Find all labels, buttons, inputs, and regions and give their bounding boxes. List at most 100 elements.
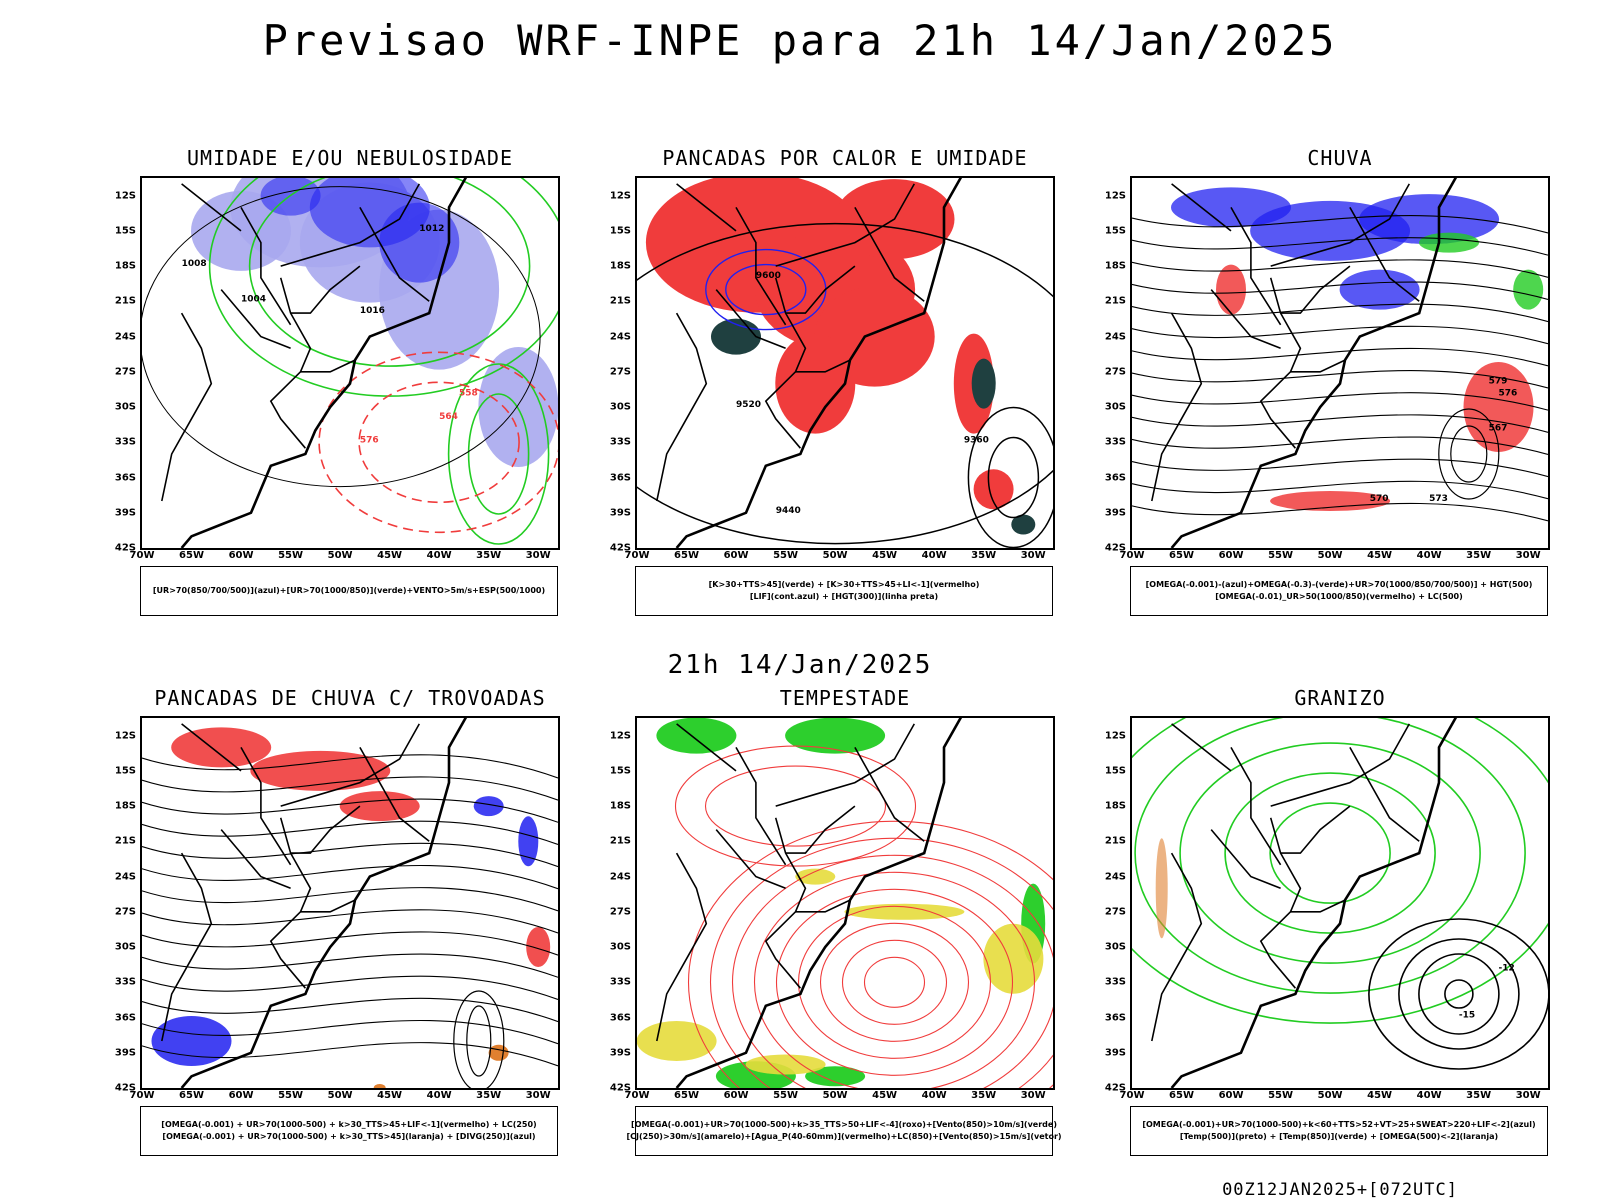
longitude-tick-label: 50W	[327, 1090, 353, 1101]
latitude-tick-label: 36S	[1104, 1012, 1126, 1024]
longitude-tick-label: 50W	[822, 550, 848, 561]
longitude-tick-label: 35W	[971, 1090, 997, 1101]
longitude-tick-label: 70W	[624, 1090, 650, 1101]
latitude-tick-label: 15S	[114, 225, 136, 237]
weather-map-graphic: -12 -15	[1132, 718, 1548, 1088]
legend-box: [OMEGA(-0.001)+UR>70(1000-500)+k<60+TTS>…	[1130, 1106, 1548, 1156]
weather-map: 579 576 573 570 567	[1130, 176, 1550, 550]
longitude-tick-label: 35W	[476, 550, 502, 561]
weather-map: 9600 9520 9440 9360	[635, 176, 1055, 550]
panel-title: UMIDADE E/OU NEBULOSIDADE	[186, 146, 514, 170]
latitude-tick-label: 33S	[1104, 436, 1126, 448]
longitude-tick-label: 45W	[1367, 1090, 1393, 1101]
latitude-tick-label: 24S	[609, 871, 631, 883]
latitude-tick-label: 15S	[114, 765, 136, 777]
weather-map: 1012 1008 1004 1016 576 564 558	[140, 176, 560, 550]
longitude-tick-label: 60W	[723, 1090, 749, 1101]
longitude-axis: 70W 65W 60W 55W 50W 45W 40W 35W 30W	[625, 550, 1055, 564]
latitude-tick-label: 33S	[609, 976, 631, 988]
weather-map	[635, 716, 1055, 1090]
mid-title: 21h 14/Jan/2025	[667, 650, 933, 680]
latitude-tick-label: 42S	[1104, 542, 1126, 554]
latitude-tick-label: 12S	[114, 190, 136, 202]
latitude-axis: 12S 15S 18S 21S 24S 27S 30S 33S 36S 39S 42S	[595, 716, 633, 1093]
latitude-tick-label: 21S	[1104, 295, 1126, 307]
latitude-axis: 12S 15S 18S 21S 24S 27S 30S 33S 36S 39S 42S	[595, 176, 633, 553]
longitude-tick-label: 70W	[129, 1090, 155, 1101]
panel-humidity-cloudiness: UMIDADE E/OU NEBULOSIDADE 12S 15S 18S 21S 24S…	[100, 146, 570, 626]
latitude-tick-label: 39S	[1104, 507, 1126, 519]
latitude-tick-label: 15S	[609, 765, 631, 777]
contour-label: 1012	[419, 224, 444, 234]
latitude-tick-label: 30S	[1104, 941, 1126, 953]
longitude-tick-label: 65W	[674, 1090, 699, 1101]
latitude-tick-label: 39S	[114, 1047, 136, 1059]
longitude-tick-label: 30W	[1020, 550, 1046, 561]
contour-label: 573	[1429, 494, 1448, 504]
latitude-tick-label: 21S	[114, 835, 136, 847]
longitude-tick-label: 40W	[426, 1090, 452, 1101]
contour-label: 558	[459, 388, 478, 398]
legend-line: [OMEGA(-0.001)-(azul)+OMEGA(-0.3)-(verde…	[1145, 580, 1533, 589]
longitude-tick-label: 30W	[525, 550, 551, 561]
longitude-tick-label: 30W	[1515, 550, 1541, 561]
latitude-tick-label: 12S	[1104, 190, 1126, 202]
longitude-tick-label: 55W	[773, 550, 799, 561]
longitude-axis: 70W 65W 60W 55W 50W 45W 40W 35W 30W	[625, 1090, 1055, 1104]
weather-map	[140, 716, 560, 1090]
panel-title: GRANIZO	[1294, 686, 1386, 710]
longitude-axis: 70W 65W 60W 55W 50W 45W 40W 35W 30W	[1120, 550, 1550, 564]
latitude-axis: 12S 15S 18S 21S 24S 27S 30S 33S 36S 39S 42S	[1090, 176, 1128, 553]
longitude-tick-label: 55W	[1268, 550, 1294, 561]
panel-title: TEMPESTADE	[779, 686, 911, 710]
panel-thunderstorm-showers: PANCADAS DE CHUVA C/ TROVOADAS 12S 15S 18S 2…	[100, 686, 570, 1166]
weather-map-graphic	[142, 718, 558, 1088]
latitude-tick-label: 18S	[1104, 800, 1126, 812]
latitude-tick-label: 30S	[114, 941, 136, 953]
latitude-axis: 12S 15S 18S 21S 24S 27S 30S 33S 36S 39S 42S	[100, 176, 138, 553]
latitude-tick-label: 42S	[609, 1082, 631, 1094]
latitude-tick-label: 24S	[114, 331, 136, 343]
latitude-tick-label: 39S	[609, 507, 631, 519]
latitude-tick-label: 30S	[114, 401, 136, 413]
latitude-tick-label: 15S	[609, 225, 631, 237]
contour-label: -15	[1459, 1011, 1475, 1021]
latitude-tick-label: 15S	[1104, 765, 1126, 777]
legend-line: [CJ(250)>30m/s](amarelo)+[Agua_P(40-60mm…	[626, 1132, 1062, 1141]
latitude-tick-label: 24S	[1104, 871, 1126, 883]
latitude-tick-label: 21S	[609, 295, 631, 307]
main-title: Previsao WRF-INPE para 21h 14/Jan/2025	[262, 16, 1338, 65]
longitude-tick-label: 65W	[674, 550, 699, 561]
contour-label: 564	[439, 412, 458, 422]
latitude-tick-label: 42S	[609, 542, 631, 554]
panel-storm: TEMPESTADE 12S 15S 18S 21S 24S 27S 30S 33S 36S 39S…	[595, 686, 1065, 1166]
latitude-tick-label: 30S	[609, 941, 631, 953]
latitude-tick-label: 24S	[1104, 331, 1126, 343]
legend-line: [K>30+TTS>45](verde) + [K>30+TTS>45+LI<-…	[708, 580, 980, 589]
longitude-tick-label: 70W	[129, 550, 155, 561]
contour-label: 567	[1489, 424, 1508, 434]
contour-label: 9440	[776, 506, 801, 516]
latitude-tick-label: 24S	[114, 871, 136, 883]
latitude-tick-label: 42S	[1104, 1082, 1126, 1094]
latitude-tick-label: 39S	[114, 507, 136, 519]
longitude-tick-label: 60W	[1218, 1090, 1244, 1101]
longitude-tick-label: 35W	[1466, 1090, 1492, 1101]
latitude-tick-label: 21S	[1104, 835, 1126, 847]
longitude-tick-label: 45W	[377, 1090, 403, 1101]
longitude-axis: 70W 65W 60W 55W 50W 45W 40W 35W 30W	[130, 550, 560, 564]
latitude-tick-label: 21S	[114, 295, 136, 307]
longitude-tick-label: 55W	[278, 1090, 304, 1101]
contour-label: 9520	[736, 400, 761, 410]
longitude-tick-label: 35W	[971, 550, 997, 561]
panel-title: PANCADAS DE CHUVA C/ TROVOADAS	[154, 686, 546, 710]
longitude-tick-label: 70W	[1119, 550, 1145, 561]
legend-box: [OMEGA(-0.001)+UR>70(1000-500)+k>35_TTS>…	[626, 1106, 1062, 1156]
legend-box: [OMEGA(-0.001)-(azul)+OMEGA(-0.3)-(verde…	[1130, 566, 1548, 616]
longitude-axis: 70W 65W 60W 55W 50W 45W 40W 35W 30W	[130, 1090, 560, 1104]
weather-map: -12 -15	[1130, 716, 1550, 1090]
contour-label: 576	[360, 435, 379, 445]
longitude-tick-label: 50W	[822, 1090, 848, 1101]
latitude-tick-label: 12S	[1104, 730, 1126, 742]
latitude-tick-label: 30S	[1104, 401, 1126, 413]
